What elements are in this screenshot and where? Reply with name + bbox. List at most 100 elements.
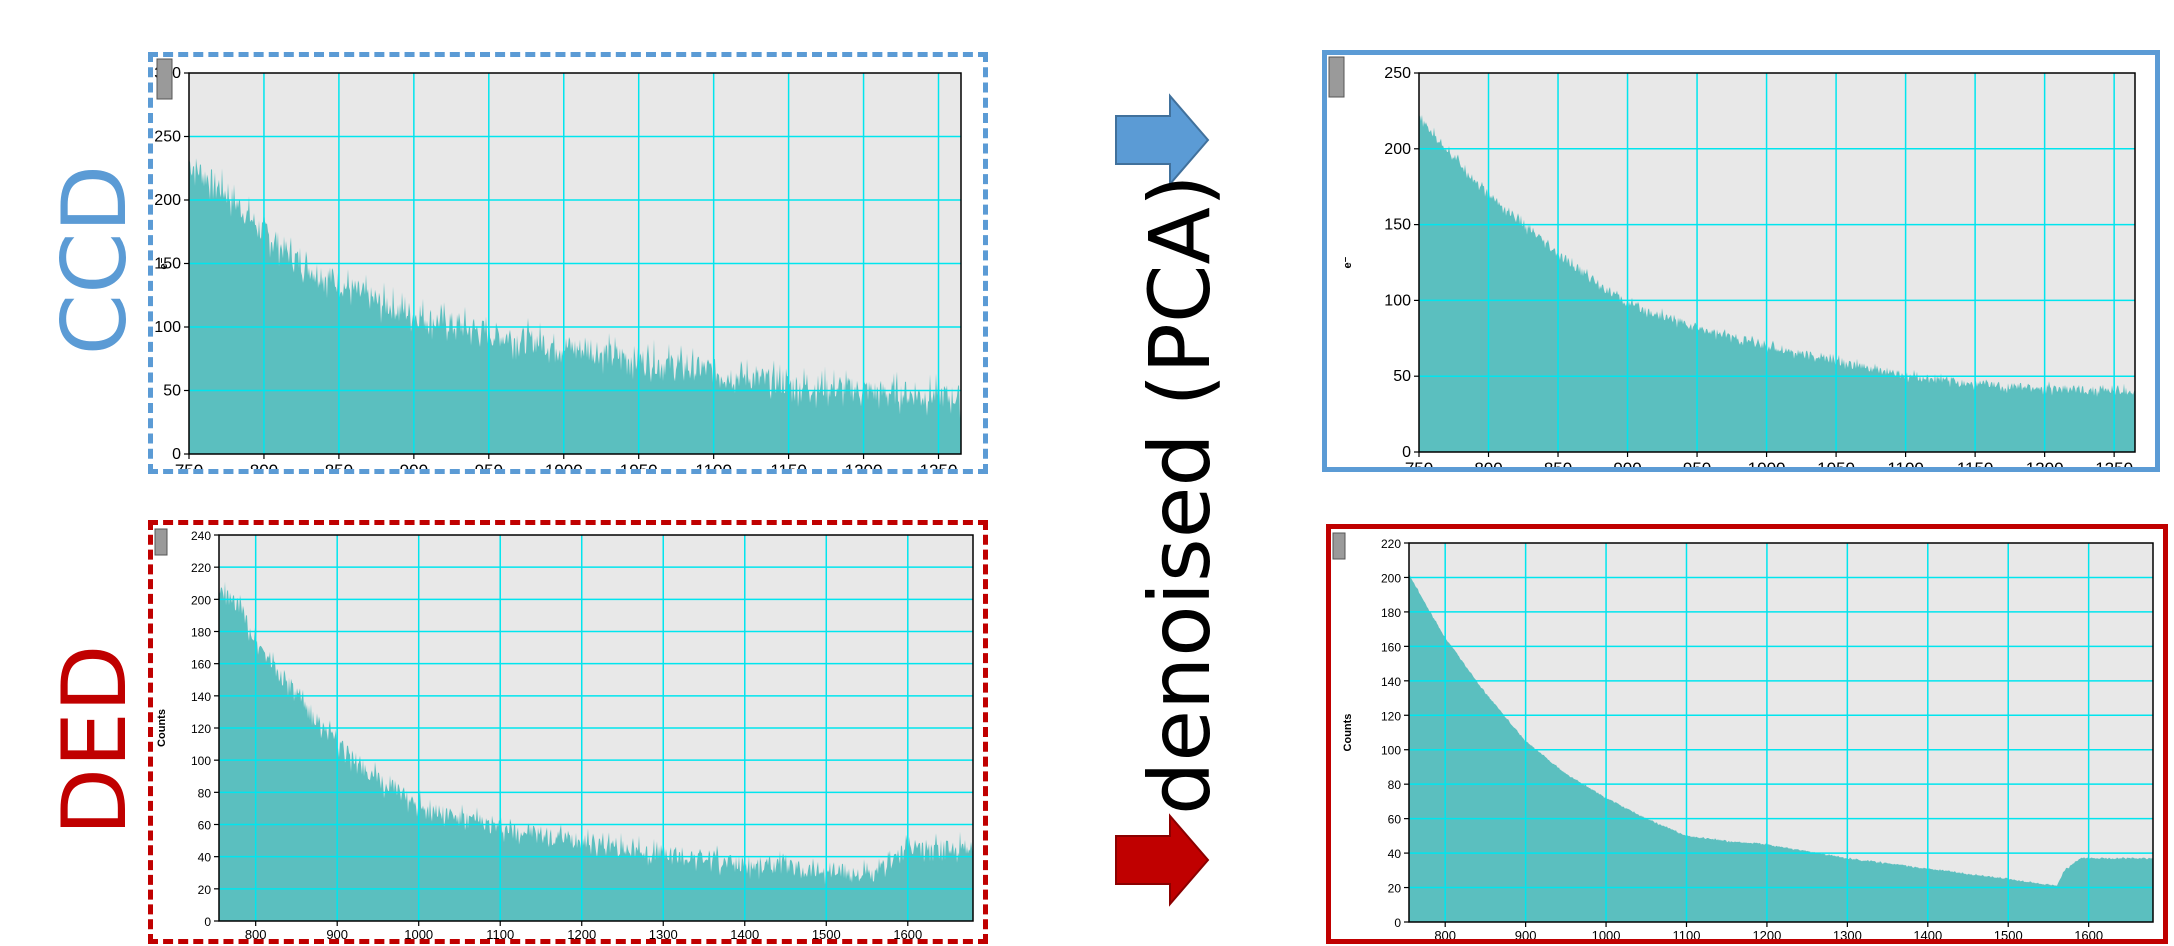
y-tick-label: 150	[1384, 217, 1411, 234]
x-tick-label: 1000	[1592, 928, 1621, 939]
y-tick-label: 180	[191, 626, 211, 640]
y-tick-label: 180	[1381, 606, 1401, 620]
x-tick-label: 1200	[567, 927, 596, 939]
y-tick-label: 80	[1388, 778, 1402, 792]
y-tick-label: 100	[1384, 292, 1411, 309]
y-tick-label: 160	[191, 658, 211, 672]
ded-label: DED	[43, 644, 146, 836]
ccd-label: CCD	[43, 164, 146, 356]
ded-denoised-panel: 0 20 40 60 80 100 120 140 160 180 200 220 800 900 1000…	[1326, 524, 2168, 944]
y-tick-label: 200	[1381, 571, 1401, 585]
y-tick-label: 250	[1384, 65, 1411, 82]
y-tick-label: 80	[198, 786, 212, 800]
x-tick-label: 900	[326, 927, 348, 939]
ccd-denoised-panel: 0 50 100 150 200 250 750 800 850 900 950 1000 1050 11…	[1322, 50, 2160, 472]
ccd-denoised-chart: 0 50 100 150 200 250 750 800 850 900 950 1000 1050 11…	[1328, 56, 2136, 467]
x-tick-label: 1000	[1748, 459, 1786, 467]
y-tick-label: 240	[191, 529, 211, 543]
y-axis-label: e⁻	[1342, 256, 1354, 268]
y-tick-label: 100	[191, 754, 211, 768]
x-tick-label: 1100	[695, 461, 732, 469]
x-tick-label: 950	[475, 461, 503, 469]
x-tick-label: 1300	[649, 927, 678, 939]
x-tick-label: 1150	[770, 461, 807, 469]
ccd-raw-chart: 0501001502002503007508008509009501000105…	[154, 58, 962, 469]
y-tick-label: 120	[191, 722, 211, 736]
drag-handle[interactable]	[1332, 532, 1346, 560]
x-tick-label: 1400	[730, 927, 759, 939]
y-tick-label: 220	[1381, 537, 1401, 551]
ded-raw-chart: 0 20 40 60 80 100 120 140 160 180 200 220 240 800 900 1…	[154, 528, 974, 939]
x-tick-label: 900	[1515, 928, 1537, 939]
y-axis-label: Counts	[1342, 714, 1354, 752]
ded-denoised-chart: 0 20 40 60 80 100 120 140 160 180 200 220 800 900 1000…	[1332, 532, 2154, 939]
y-tick-label: 50	[163, 383, 181, 400]
x-tick-label: 750	[175, 461, 203, 469]
y-tick-label: 140	[1381, 675, 1401, 689]
ded-raw-panel: 0 20 40 60 80 100 120 140 160 180 200 220 240 800 900 1…	[148, 520, 988, 944]
y-tick-label: 50	[1393, 368, 1411, 385]
plot-frame	[1418, 72, 2136, 453]
y-tick-label: 200	[1384, 141, 1411, 158]
x-tick-label: 1100	[486, 927, 514, 939]
y-tick-label: 40	[198, 851, 212, 865]
x-tick-label: 800	[250, 461, 278, 469]
y-tick-label: 60	[1388, 813, 1402, 827]
x-tick-label: 1100	[1673, 928, 1701, 939]
x-tick-label: 1200	[1752, 928, 1781, 939]
y-tick-label: 120	[1381, 709, 1401, 723]
x-tick-label: 1500	[812, 927, 841, 939]
x-tick-label: 1000	[545, 461, 583, 469]
y-tick-label: 160	[1381, 640, 1401, 654]
x-tick-label: 950	[1683, 459, 1711, 467]
x-tick-label: 850	[325, 461, 353, 469]
x-tick-label: 1050	[1817, 459, 1855, 467]
plot-frame	[1408, 542, 2154, 923]
y-tick-label: 140	[191, 690, 211, 704]
x-tick-label: 750	[1405, 459, 1433, 467]
drag-handle[interactable]	[156, 58, 173, 100]
y-tick-label: 20	[198, 883, 212, 897]
y-tick-label: 250	[154, 129, 181, 146]
data-series-area	[219, 581, 973, 921]
y-axis-label: Counts	[156, 709, 168, 747]
x-tick-label: 800	[1434, 928, 1456, 939]
y-tick-label: 0	[172, 446, 181, 463]
x-tick-label: 1300	[1833, 928, 1862, 939]
x-tick-label: 1000	[404, 927, 433, 939]
x-tick-label: 1250	[920, 461, 958, 469]
y-tick-label: 60	[198, 819, 212, 833]
x-tick-label: 1150	[1957, 459, 1994, 467]
y-tick-label: 0	[204, 915, 211, 929]
y-tick-label: 100	[1381, 744, 1401, 758]
y-tick-label: 100	[154, 319, 181, 336]
data-series-area	[189, 158, 961, 454]
x-tick-label: 1250	[2095, 459, 2133, 467]
y-tick-label: 200	[191, 593, 211, 607]
x-tick-label: 800	[1474, 459, 1502, 467]
drag-handle[interactable]	[154, 528, 168, 556]
x-tick-label: 1200	[2026, 459, 2064, 467]
y-tick-label: 200	[154, 192, 181, 209]
x-tick-label: 900	[400, 461, 428, 469]
y-tick-label: 0	[1394, 916, 1401, 930]
denoised-pca-label: denoised (PCA)	[1131, 174, 1229, 815]
x-tick-label: 1200	[845, 461, 883, 469]
y-tick-label: 150	[154, 256, 181, 273]
x-tick-label: 1600	[2074, 928, 2103, 939]
ded-arrow-icon	[1115, 813, 1210, 907]
x-tick-label: 1400	[1913, 928, 1942, 939]
ccd-arrow-icon	[1115, 93, 1210, 187]
data-series-area	[1409, 573, 2153, 922]
x-tick-label: 900	[1613, 459, 1641, 467]
x-tick-label: 1500	[1994, 928, 2023, 939]
x-tick-label: 800	[245, 927, 267, 939]
drag-handle[interactable]	[1328, 56, 1345, 98]
y-tick-label: 220	[191, 561, 211, 575]
x-tick-label: 1100	[1887, 459, 1924, 467]
ccd-raw-panel: 0501001502002503007508008509009501000105…	[148, 52, 988, 474]
y-tick-label: 0	[1402, 444, 1411, 461]
y-tick-label: 20	[1388, 882, 1402, 896]
data-series-area	[1419, 114, 2135, 453]
x-tick-label: 850	[1544, 459, 1572, 467]
